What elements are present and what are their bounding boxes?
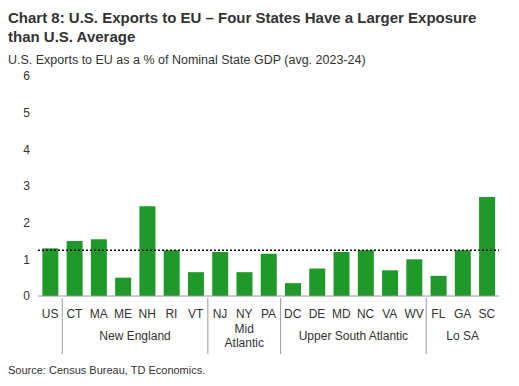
svg-text:New England: New England <box>99 329 170 343</box>
svg-text:0: 0 <box>23 289 30 303</box>
svg-text:MD: MD <box>332 307 351 321</box>
html-text:U.S. Exports to EU as a % of N: U.S. Exports to EU as a % of Nominal Sta… <box>8 53 366 67</box>
svg-text:DE: DE <box>309 307 326 321</box>
html-text:Chart 8: U.S. Exports to EU –: Chart 8: U.S. Exports to EU – Four State… <box>8 9 477 45</box>
svg-text:US: US <box>42 307 59 321</box>
svg-text:4: 4 <box>23 143 30 157</box>
svg-text:FL: FL <box>431 307 445 321</box>
svg-text:DC: DC <box>284 307 302 321</box>
svg-text:CT: CT <box>66 307 83 321</box>
svg-text:MA: MA <box>90 307 108 321</box>
svg-text:NH: NH <box>139 307 156 321</box>
svg-text:NC: NC <box>357 307 375 321</box>
svg-text:WV: WV <box>404 307 423 321</box>
svg-text:MidAtlantic: MidAtlantic <box>225 322 264 350</box>
svg-text:PA: PA <box>261 307 276 321</box>
svg-text:ME: ME <box>114 307 132 321</box>
svg-text:5: 5 <box>23 106 30 120</box>
svg-text:GA: GA <box>454 307 471 321</box>
svg-text:VT: VT <box>188 307 204 321</box>
svg-text:1: 1 <box>23 253 30 267</box>
svg-text:VA: VA <box>382 307 397 321</box>
svg-text:6: 6 <box>23 69 30 83</box>
svg-text:2: 2 <box>23 216 30 230</box>
svg-text:NY: NY <box>236 307 253 321</box>
svg-text:Lo SA: Lo SA <box>446 329 479 343</box>
svg-text:3: 3 <box>23 179 30 193</box>
svg-text:NJ: NJ <box>213 307 228 321</box>
html-text:Source: Census Bureau, TD Econ: Source: Census Bureau, TD Economics. <box>8 364 206 376</box>
svg-text:Upper South Atlantic: Upper South Atlantic <box>299 329 408 343</box>
svg-text:RI: RI <box>165 307 177 321</box>
svg-text:SC: SC <box>479 307 496 321</box>
